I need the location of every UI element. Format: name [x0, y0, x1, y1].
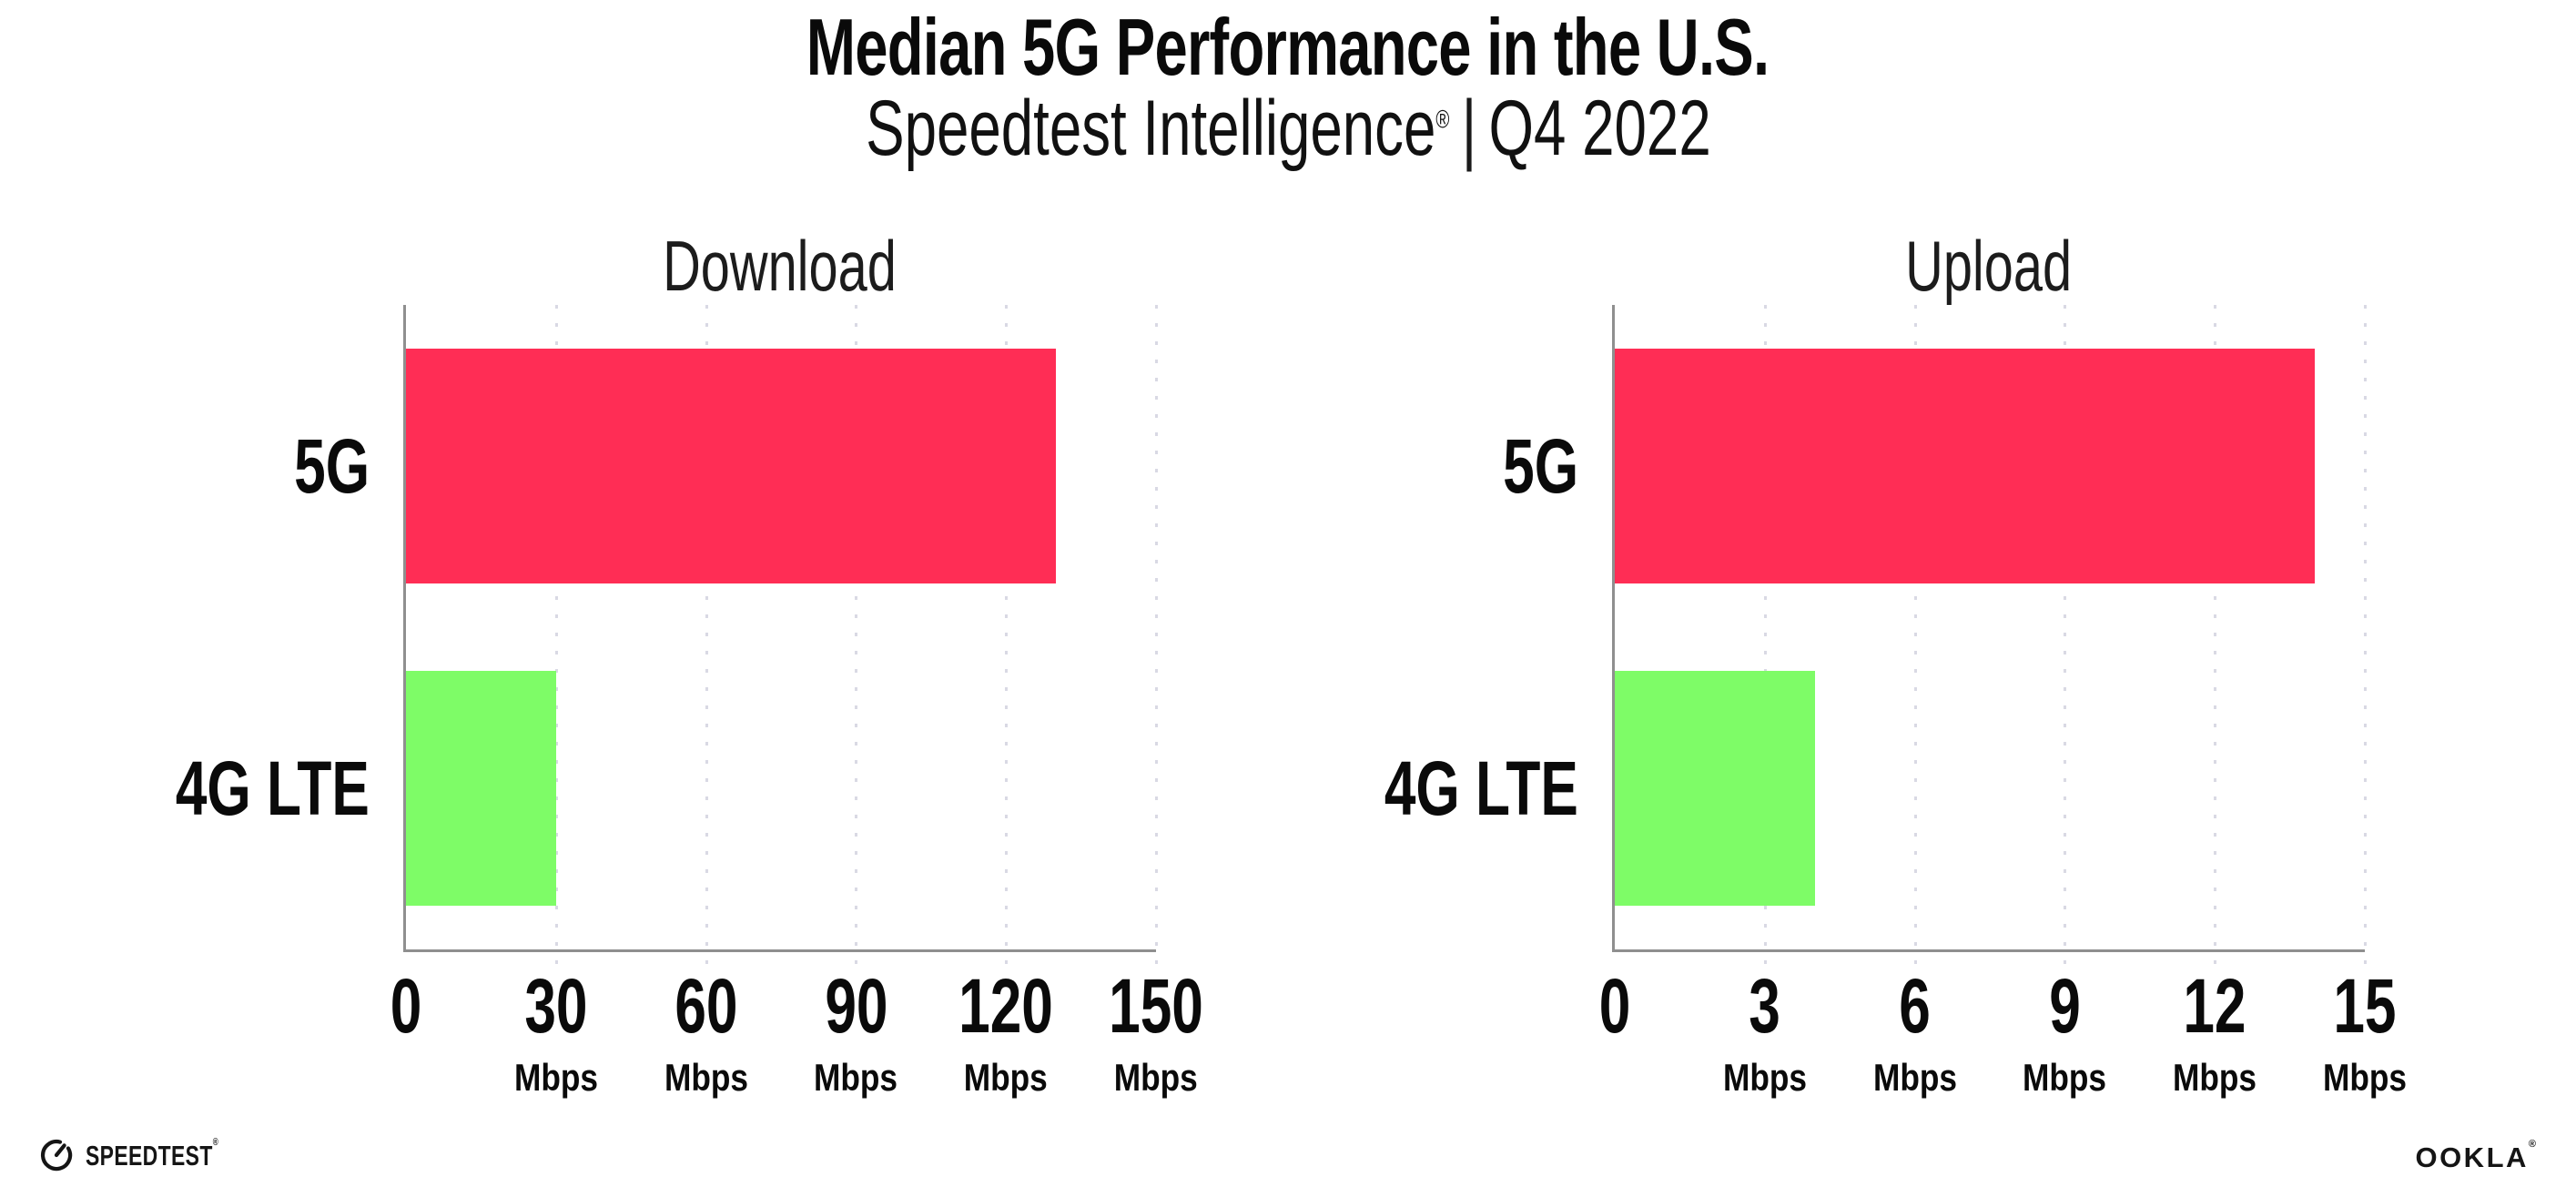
x-tick-value: 90	[806, 968, 907, 1044]
speedtest-registered-mark-icon: ®	[212, 1136, 219, 1148]
x-tick-unit-text: Mbps	[2322, 1056, 2408, 1099]
x-tick-value: 15	[2315, 968, 2415, 1044]
x-tick-unit-text: Mbps	[964, 1056, 1049, 1099]
x-tick-value-text: 30	[524, 963, 588, 1049]
ookla-wordmark: OOKLA	[2415, 1141, 2529, 1173]
bar-5g	[406, 348, 1057, 584]
x-tick-value-text: 90	[824, 963, 887, 1049]
category-label-text: 4G LTE	[176, 746, 370, 831]
upload-plot-area: 0 3 Mbps 6 Mbps 9 Mbps 12 Mbps 15 Mbps 5G 4G LTE	[1384, 305, 2407, 1097]
gridline-3	[1763, 305, 1767, 964]
gridline-12	[2214, 305, 2217, 964]
x-tick-value-text: 60	[674, 963, 738, 1049]
x-tick-value: 3	[1715, 968, 1815, 1044]
x-tick-unit: Mbps	[942, 1059, 1070, 1097]
x-tick-unit-text: Mbps	[2173, 1056, 2257, 1099]
x-tick-unit-text: Mbps	[513, 1056, 598, 1099]
category-label-5g: 5G	[1476, 428, 1578, 504]
bar-4g-lte	[1615, 670, 1815, 907]
x-tick-120: 120 Mbps	[942, 968, 1070, 1097]
speedtest-wordmark: SPEEDTEST®	[86, 1136, 219, 1172]
registered-mark-icon: ®	[1435, 105, 1449, 134]
category-label-5g: 5G	[268, 428, 370, 504]
category-label-text: 5G	[294, 423, 370, 509]
x-tick-value-text: 15	[2333, 963, 2397, 1049]
x-tick-value: 0	[385, 968, 428, 1044]
x-tick-9: 9 Mbps	[2015, 968, 2115, 1097]
x-tick-unit: Mbps	[2315, 1059, 2415, 1097]
x-tick-unit: Mbps	[1092, 1059, 1220, 1097]
x-tick-value-text: 0	[390, 963, 422, 1049]
x-tick-value: 9	[2015, 968, 2115, 1044]
upload-chart-title: Upload	[1905, 226, 2072, 306]
bar-5g	[1615, 348, 2316, 584]
x-tick-value: 6	[1865, 968, 1965, 1044]
x-tick-value-text: 3	[1749, 963, 1781, 1049]
x-tick-3: 3 Mbps	[1715, 968, 1815, 1097]
x-tick-value: 12	[2165, 968, 2265, 1044]
page-title-text: Median 5G Performance in the U.S.	[806, 2, 1770, 92]
x-tick-0: 0	[1594, 968, 1637, 1044]
ookla-registered-mark-icon: ®	[2528, 1139, 2536, 1150]
category-label-4g-lte: 4G LTE	[107, 750, 370, 827]
x-tick-value-text: 0	[1598, 963, 1631, 1049]
x-tick-60: 60 Mbps	[656, 968, 756, 1097]
x-tick-value-text: 9	[2049, 963, 2081, 1049]
x-tick-unit-text: Mbps	[1113, 1056, 1199, 1099]
subtitle-brand: Speedtest Intelligence	[865, 85, 1435, 172]
gridline-90	[855, 305, 858, 964]
x-tick-unit-text: Mbps	[1872, 1056, 1957, 1099]
category-label-4g-lte: 4G LTE	[1316, 750, 1578, 827]
download-chart: Download 0 30 Mbps 60 Mbps 90 Mbps 120 Mbps 150 Mb…	[176, 226, 1203, 1097]
x-tick-unit: Mbps	[1715, 1059, 1815, 1097]
subtitle-period: Q4 2022	[1488, 85, 1711, 172]
speedtest-logo: SPEEDTEST®	[38, 1137, 265, 1173]
x-tick-value-text: 150	[1109, 963, 1203, 1049]
x-tick-unit: Mbps	[2165, 1059, 2265, 1097]
x-tick-unit: Mbps	[806, 1059, 907, 1097]
subtitle-divider: |	[1461, 85, 1476, 172]
gridline-6	[1913, 305, 1917, 964]
download-chart-title: Download	[663, 226, 897, 306]
x-tick-value: 60	[656, 968, 756, 1044]
page-title: Median 5G Performance in the U.S.	[0, 5, 2576, 89]
x-tick-150: 150 Mbps	[1092, 968, 1220, 1097]
x-tick-0: 0	[385, 968, 428, 1044]
gridline-60	[705, 305, 708, 964]
x-tick-unit: Mbps	[656, 1059, 756, 1097]
download-plot-area: 0 30 Mbps 60 Mbps 90 Mbps 120 Mbps 150 Mbps 5G 4G LT…	[176, 305, 1203, 1097]
x-tick-value-text: 6	[1899, 963, 1931, 1049]
x-tick-value: 150	[1092, 968, 1220, 1044]
ookla-logo: OOKLA®	[2415, 1140, 2536, 1173]
category-label-text: 4G LTE	[1384, 746, 1578, 831]
gridline-30	[554, 305, 558, 964]
x-tick-unit-text: Mbps	[1722, 1056, 1807, 1099]
x-tick-unit: Mbps	[506, 1059, 606, 1097]
x-tick-30: 30 Mbps	[506, 968, 606, 1097]
x-tick-value: 30	[506, 968, 606, 1044]
bar-4g-lte	[406, 670, 556, 907]
x-tick-value: 0	[1594, 968, 1637, 1044]
page-subtitle: Speedtest Intelligence® | Q4 2022	[0, 87, 2576, 169]
gridline-9	[2064, 305, 2067, 964]
x-tick-unit-text: Mbps	[814, 1056, 898, 1099]
category-label-text: 5G	[1503, 423, 1578, 509]
x-tick-unit-text: Mbps	[664, 1056, 748, 1099]
x-tick-value: 120	[942, 968, 1070, 1044]
gridline-150	[1155, 305, 1158, 964]
gridline-15	[2364, 305, 2367, 964]
x-tick-unit: Mbps	[2015, 1059, 2115, 1097]
x-tick-value-text: 12	[2183, 963, 2246, 1049]
speedometer-gauge-icon	[40, 1139, 73, 1172]
x-tick-12: 12 Mbps	[2165, 968, 2265, 1097]
x-tick-unit: Mbps	[1865, 1059, 1965, 1097]
gridline-120	[1005, 305, 1009, 964]
x-tick-15: 15 Mbps	[2315, 968, 2415, 1097]
upload-chart: Upload 0 3 Mbps 6 Mbps 9 Mbps 12 Mbps 15 Mbps 5G 4G …	[1384, 226, 2407, 1097]
x-tick-90: 90 Mbps	[806, 968, 907, 1097]
x-tick-6: 6 Mbps	[1865, 968, 1965, 1097]
x-tick-value-text: 120	[958, 963, 1054, 1049]
x-tick-unit-text: Mbps	[2023, 1056, 2107, 1099]
